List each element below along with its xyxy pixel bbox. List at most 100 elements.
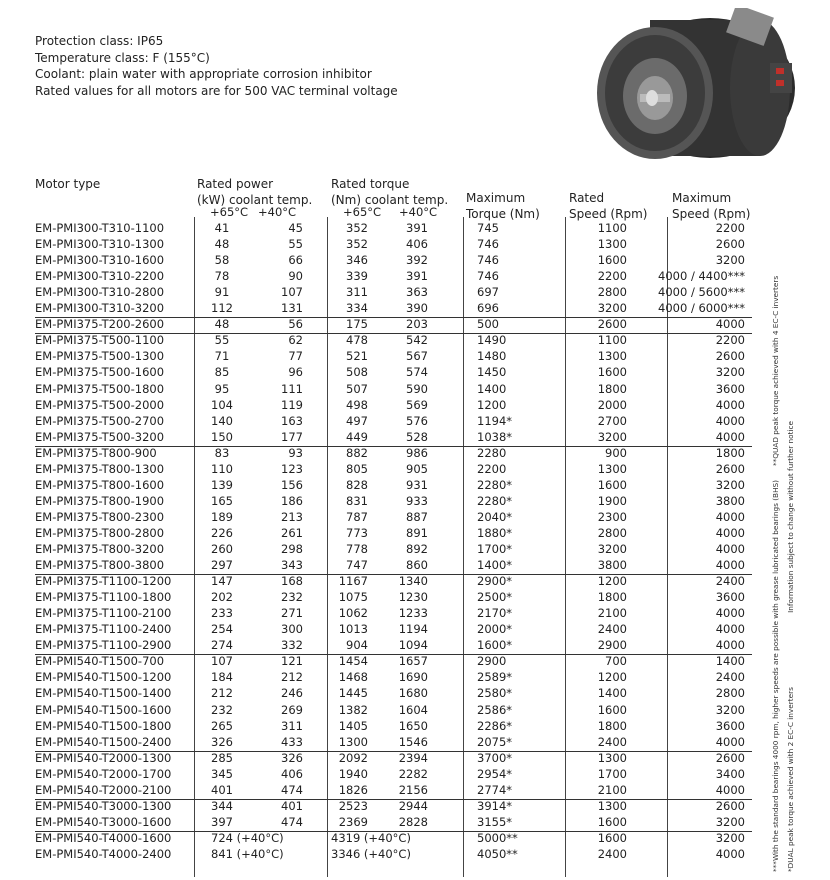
column-divider xyxy=(463,217,464,877)
cell-max-torque: 746 xyxy=(477,253,499,268)
cell-rated-speed: 1300 xyxy=(597,798,627,813)
cell-rated-speed: 1800 xyxy=(597,718,627,733)
cell-power-40: 474 xyxy=(281,814,303,829)
cell-max-speed: 2400 xyxy=(715,574,745,589)
cell-power-65: 202 xyxy=(211,590,233,605)
cell-max-torque: 2280 xyxy=(477,445,507,460)
cell-max-speed: 4000 xyxy=(715,846,745,861)
cell-power-40: 311 xyxy=(281,718,303,733)
cell-max-torque: 2280* xyxy=(477,493,513,508)
cell-torque-65: 1454 xyxy=(338,654,368,669)
cell-max-speed: 4000 xyxy=(715,638,745,653)
table-row: EM-PMI375-T800-1600 139 156 828 931 2280* 1600… xyxy=(35,477,752,493)
cell-max-speed: 2600 xyxy=(715,349,745,364)
cell-max-speed: 3200 xyxy=(715,830,745,845)
cell-torque-40: 905 xyxy=(406,461,428,476)
cell-max-torque: 746 xyxy=(477,237,499,252)
cell-torque-40: 2156 xyxy=(398,782,428,797)
header-rated-torque: Rated torque (Nm) coolant temp. xyxy=(331,176,448,208)
cell-torque-40: 391 xyxy=(406,269,428,284)
cell-power-65: 104 xyxy=(211,397,233,412)
cell-torque-40: 1657 xyxy=(398,654,428,669)
cell-max-torque: 2170* xyxy=(477,606,513,621)
cell-torque-40: 1230 xyxy=(398,590,428,605)
cell-torque-65: 339 xyxy=(346,269,368,284)
cell-torque-40: 528 xyxy=(406,429,428,444)
table-row: EM-PMI375-T200-2600 48 56 175 203 500 2600 4000 xyxy=(35,316,752,332)
cell-power-65: 344 xyxy=(211,798,233,813)
cell-rated-speed: 1800 xyxy=(597,381,627,396)
cell-rated-speed: 1600 xyxy=(597,365,627,380)
table-row: EM-PMI540-T4000-2400 841 (+40°C) 3346 (+40… xyxy=(35,846,752,862)
cell-power-40: 96 xyxy=(288,365,303,380)
cell-max-speed: 4000 / 4400*** xyxy=(658,269,745,284)
cell-torque-65: 747 xyxy=(346,558,368,573)
cell-max-torque: 2580* xyxy=(477,686,513,701)
cell-power-65: 401 xyxy=(211,782,233,797)
cell-power-65: 150 xyxy=(211,429,233,444)
cell-rated-speed: 1700 xyxy=(597,766,627,781)
cell-power-40: 212 xyxy=(281,670,303,685)
cell-power-65: 140 xyxy=(211,413,233,428)
cell-max-torque: 1480 xyxy=(477,349,507,364)
cell-motor-type: EM-PMI375-T1100-1200 xyxy=(35,574,172,589)
cell-power-40: 111 xyxy=(281,381,303,396)
cell-torque-65: 773 xyxy=(346,525,368,540)
cell-motor-type: EM-PMI375-T500-2000 xyxy=(35,397,165,412)
power-65-label: +65°C xyxy=(210,205,249,219)
cell-power-65: 254 xyxy=(211,622,233,637)
cell-max-speed: 3400 xyxy=(715,766,745,781)
cell-torque-65: 778 xyxy=(346,542,368,556)
cell-torque-40: 1604 xyxy=(398,702,428,717)
group-divider xyxy=(35,317,752,319)
cell-power-65: 297 xyxy=(211,558,233,573)
cell-rated-speed: 1600 xyxy=(597,702,627,717)
cell-motor-type: EM-PMI300-T310-1300 xyxy=(35,237,165,252)
table-row: EM-PMI540-T1500-700 107 121 1454 1657 2900 700… xyxy=(35,653,752,669)
table-row: EM-PMI540-T1500-1800 265 311 1405 1650 2286* 1… xyxy=(35,718,752,734)
cell-power-40: 90 xyxy=(288,269,303,284)
table-row: EM-PMI375-T500-1600 85 96 508 574 1450 1600 320… xyxy=(35,364,752,380)
header-max-speed-line2: Speed (Rpm) xyxy=(672,207,751,221)
cell-max-speed: 3200 xyxy=(715,253,745,268)
header-max-speed-line1: Maximum xyxy=(672,191,732,205)
cell-power-40: 246 xyxy=(281,686,303,701)
torque-65-label: +65°C xyxy=(343,205,382,219)
table-row: EM-PMI375-T500-2000 104 119 498 569 1200 2000 4… xyxy=(35,397,752,413)
table-row: EM-PMI300-T310-2200 78 90 339 391 746 2200 4000… xyxy=(35,268,752,284)
header-rated-power-line1: Rated power xyxy=(197,177,274,191)
cell-rated-speed: 3200 xyxy=(597,542,627,556)
cell-torque-65: 1445 xyxy=(338,686,368,701)
cell-rated-speed: 1100 xyxy=(597,333,627,348)
table-row: EM-PMI540-T1500-1600 232 269 1382 1604 2586* 1… xyxy=(35,702,752,718)
cell-motor-type: EM-PMI540-T2000-2100 xyxy=(35,782,172,797)
cell-torque-40: 1194 xyxy=(398,622,428,637)
group-divider xyxy=(35,574,752,576)
cell-torque-65: 1013 xyxy=(338,622,368,637)
cell-rated-speed: 1300 xyxy=(597,237,627,252)
cell-rated-speed: 3200 xyxy=(597,301,627,316)
group-divider xyxy=(35,333,752,335)
header-max-torque-line2: Torque (Nm) xyxy=(466,207,540,221)
cell-power-65: 95 xyxy=(214,381,230,396)
cell-max-torque: 696 xyxy=(477,301,499,316)
cell-rated-speed: 1100 xyxy=(597,221,627,235)
cell-max-torque: 1400* xyxy=(477,558,513,573)
footnote-disclaimer: Information subject to change without fu… xyxy=(786,420,795,613)
cell-motor-type: EM-PMI375-T500-2700 xyxy=(35,413,165,428)
cell-power-65: 83 xyxy=(214,445,230,460)
cell-motor-type: EM-PMI540-T1500-1400 xyxy=(35,686,172,701)
cell-max-speed: 3200 xyxy=(715,814,745,829)
cell-max-speed: 3600 xyxy=(715,590,745,605)
cell-motor-type: EM-PMI540-T1500-1200 xyxy=(35,670,172,685)
cell-power-40: 168 xyxy=(281,574,303,589)
cell-rated-speed: 700 xyxy=(605,654,627,669)
table-row: EM-PMI540-T1500-1200 184 212 1468 1690 2589* 1… xyxy=(35,669,752,685)
cell-motor-type: EM-PMI375-T800-1300 xyxy=(35,461,165,476)
cell-max-speed: 4000 / 6000*** xyxy=(658,301,745,316)
cell-power-65: 91 xyxy=(214,285,230,300)
cell-power-65: 184 xyxy=(211,670,233,685)
table-row: EM-PMI375-T500-1800 95 111 507 590 1400 1800 36… xyxy=(35,381,752,397)
cell-torque-65: 1300 xyxy=(338,734,368,749)
cell-power-40: 77 xyxy=(288,349,303,364)
